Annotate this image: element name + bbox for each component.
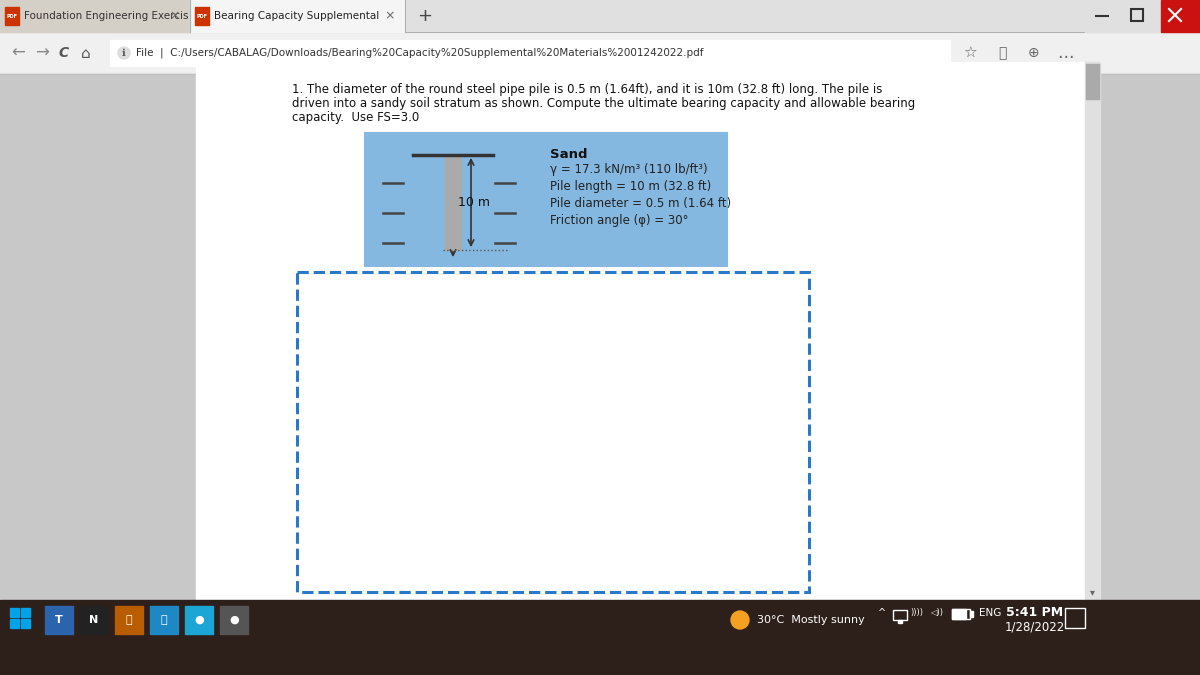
Text: ☆: ☆: [964, 45, 977, 61]
Text: 10 m: 10 m: [458, 196, 490, 209]
Bar: [194, 7, 209, 25]
Bar: [952, 609, 970, 619]
Text: 🌐: 🌐: [161, 615, 167, 625]
Bar: [1162, 0, 1200, 32]
Bar: [0, 32, 1200, 74]
Text: PDF: PDF: [197, 14, 208, 18]
Text: driven into a sandy soil stratum as shown. Compute the ultimate bearing capacity: driven into a sandy soil stratum as show…: [292, 97, 916, 110]
Bar: [80, 606, 108, 634]
Bar: [956, 40, 984, 66]
Bar: [0, 0, 190, 32]
Text: ←: ←: [11, 44, 25, 62]
Text: 30°C  Mostly sunny: 30°C Mostly sunny: [757, 615, 865, 625]
Bar: [298, 272, 809, 592]
Text: ⌂: ⌂: [82, 45, 91, 61]
Bar: [1085, 62, 1100, 600]
Bar: [110, 40, 950, 66]
Text: ◁)): ◁)): [930, 608, 943, 618]
Bar: [445, 155, 461, 250]
Text: File  |  C:/Users/CABALAG/Downloads/Bearing%20Capacity%20Supplemental%20Material: File | C:/Users/CABALAG/Downloads/Bearin…: [136, 48, 703, 58]
Text: +: +: [418, 7, 432, 25]
Bar: [5, 7, 19, 25]
Text: Sand: Sand: [550, 148, 588, 161]
Text: …: …: [1057, 44, 1073, 62]
Text: capacity.  Use FS=3.0: capacity. Use FS=3.0: [292, 111, 419, 124]
Text: 5:41 PM: 5:41 PM: [1007, 607, 1063, 620]
Text: PDF: PDF: [6, 14, 18, 18]
Text: ℹ: ℹ: [122, 48, 126, 58]
Text: →: →: [35, 44, 49, 62]
Bar: [1020, 40, 1048, 66]
Bar: [190, 0, 406, 32]
Text: 1. The diameter of the round steel pipe pile is 0.5 m (1.64ft), and it is 10m (3: 1. The diameter of the round steel pipe …: [292, 83, 882, 96]
Bar: [196, 62, 1084, 600]
Bar: [898, 620, 902, 623]
Text: 📁: 📁: [126, 615, 132, 625]
Bar: [10, 619, 19, 628]
Text: γ = 17.3 kN/m³ (110 lb/ft³): γ = 17.3 kN/m³ (110 lb/ft³): [550, 163, 708, 176]
Text: ⧉: ⧉: [998, 46, 1006, 60]
Bar: [1132, 9, 1142, 21]
Text: Friction angle (φ) = 30°: Friction angle (φ) = 30°: [550, 214, 689, 227]
Circle shape: [118, 47, 130, 59]
Text: ▾: ▾: [1090, 587, 1094, 597]
Text: Pile length = 10 m (32.8 ft): Pile length = 10 m (32.8 ft): [550, 180, 712, 193]
Bar: [115, 606, 143, 634]
Text: T: T: [55, 615, 62, 625]
Bar: [185, 606, 214, 634]
Circle shape: [731, 611, 749, 629]
Text: 1/28/2022: 1/28/2022: [1004, 620, 1066, 634]
Bar: [22, 608, 30, 617]
Bar: [220, 606, 248, 634]
Bar: [22, 619, 30, 628]
Bar: [1123, 0, 1162, 32]
Bar: [46, 606, 73, 634]
Bar: [10, 608, 19, 617]
Text: C: C: [59, 46, 70, 60]
Bar: [0, 0, 1200, 32]
Bar: [1085, 0, 1123, 32]
Text: N: N: [89, 615, 98, 625]
Text: ×: ×: [169, 9, 180, 22]
Bar: [0, 600, 1200, 675]
Bar: [150, 606, 178, 634]
Text: ⊕: ⊕: [1028, 46, 1040, 60]
Text: Pile diameter = 0.5 m (1.64 ft): Pile diameter = 0.5 m (1.64 ft): [550, 197, 731, 210]
Text: ENG: ENG: [979, 608, 1001, 618]
Bar: [1086, 64, 1099, 99]
Bar: [893, 610, 907, 620]
Text: )))): )))): [911, 608, 924, 618]
Bar: [1066, 608, 1085, 628]
Text: ●: ●: [229, 615, 239, 625]
Bar: [1051, 40, 1079, 66]
Text: ×: ×: [385, 9, 395, 22]
Bar: [970, 611, 973, 617]
Text: ^: ^: [878, 608, 886, 618]
Text: ●: ●: [194, 615, 204, 625]
Text: Bearing Capacity Supplemental: Bearing Capacity Supplemental: [214, 11, 379, 21]
Bar: [0, 74, 1200, 600]
Bar: [952, 609, 966, 619]
Bar: [365, 133, 727, 266]
Text: Foundation Engineering Exercis: Foundation Engineering Exercis: [24, 11, 188, 21]
Bar: [988, 40, 1016, 66]
